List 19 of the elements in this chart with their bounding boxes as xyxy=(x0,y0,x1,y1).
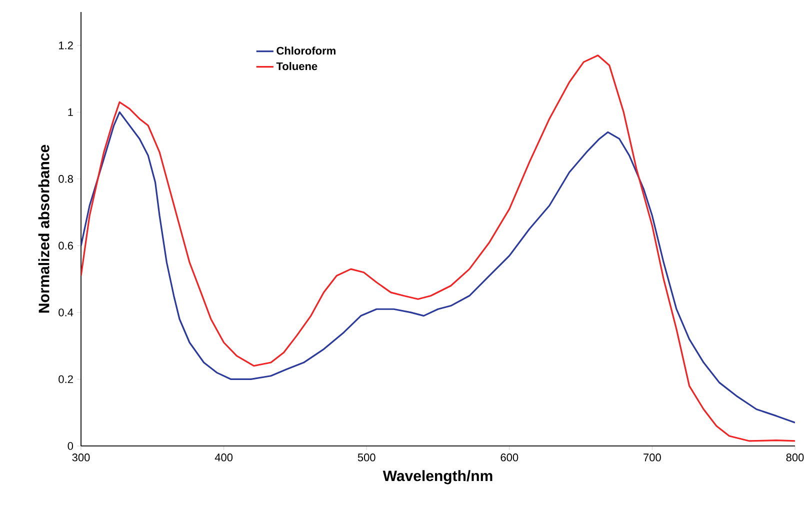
line-series xyxy=(81,111,795,424)
y-tick-label: 0.2 xyxy=(58,375,73,384)
y-tick-label: 1 xyxy=(68,108,73,116)
y-tick-label: 0 xyxy=(68,442,74,450)
y-tick-label: 0.6 xyxy=(58,242,73,250)
y-axis-title: Normalized absorbance xyxy=(38,144,50,313)
x-tick-label: 600 xyxy=(500,454,518,462)
legend-label: Toluene xyxy=(276,62,318,70)
line-series xyxy=(81,54,795,442)
x-tick-label: 700 xyxy=(644,454,661,462)
legend-label: Chloroform xyxy=(276,46,336,55)
x-tick-label: 300 xyxy=(72,454,90,462)
x-tick-label: 400 xyxy=(214,454,233,462)
y-tick-label: 0.8 xyxy=(58,175,73,183)
y-tick-label: 0.4 xyxy=(58,308,74,316)
x-tick-label: 800 xyxy=(786,454,804,462)
x-axis-title: Wavelength/nm xyxy=(382,470,492,484)
x-tick-label: 500 xyxy=(358,454,376,462)
y-tick-label: 1.2 xyxy=(59,42,73,50)
